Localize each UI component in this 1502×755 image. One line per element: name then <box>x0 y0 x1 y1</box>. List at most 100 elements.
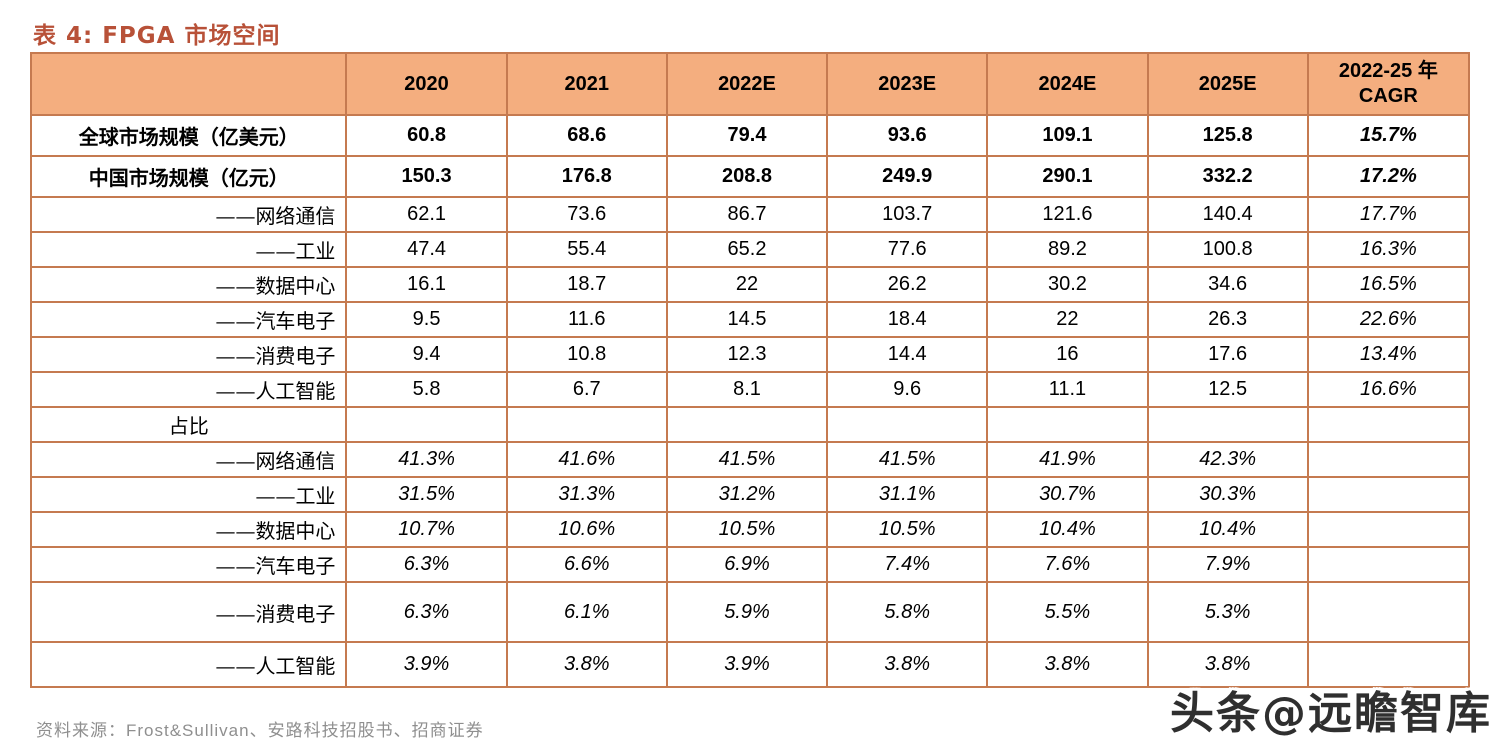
value-cell: 7.4% <box>826 546 989 583</box>
value-cell: 121.6 <box>986 196 1149 233</box>
value-cell: 30.2 <box>986 266 1149 303</box>
table-row: ——网络通信 62.1 73.6 86.7 103.7 121.6 140.4 17.7% <box>29 196 1471 233</box>
value-cell: 6.9% <box>665 546 829 583</box>
value-cell: 9.4 <box>345 336 508 373</box>
value-cell: 14.5 <box>665 301 829 338</box>
cagr-cell <box>1306 441 1471 478</box>
value-cell: 290.1 <box>986 155 1149 198</box>
value-cell: 41.5% <box>665 441 829 478</box>
table-row: ——汽车电子 9.5 11.6 14.5 18.4 22 26.3 22.6% <box>29 301 1471 338</box>
value-cell: 79.4 <box>665 114 829 157</box>
row-label: ——数据中心 <box>29 511 348 548</box>
cagr-cell <box>1306 641 1471 688</box>
value-cell: 26.2 <box>826 266 989 303</box>
cagr-cell <box>1306 546 1471 583</box>
value-cell: 14.4 <box>826 336 989 373</box>
value-cell: 3.8% <box>826 641 989 688</box>
cagr-cell: 17.7% <box>1306 196 1471 233</box>
value-cell: 10.4% <box>986 511 1149 548</box>
value-cell: 5.8 <box>345 371 508 408</box>
value-cell: 10.8 <box>505 336 668 373</box>
value-cell: 68.6 <box>505 114 668 157</box>
value-cell: 9.6 <box>826 371 989 408</box>
value-cell: 41.5% <box>826 441 989 478</box>
value-cell: 10.7% <box>345 511 508 548</box>
value-cell: 5.9% <box>665 581 829 643</box>
table-header: 2020 2021 2022E 2023E 2024E 2025E 2022-25 年 CA… <box>29 52 1471 116</box>
table-body: 全球市场规模（亿美元） 60.8 68.6 79.4 93.6 109.1 125.8 15.… <box>29 114 1471 688</box>
value-cell: 31.1% <box>826 476 989 513</box>
table-row: ——网络通信 41.3% 41.6% 41.5% 41.5% 41.9% 42.3% <box>29 441 1471 478</box>
table-row: 中国市场规模（亿元） 150.3 176.8 208.8 249.9 290.1 332.2… <box>29 155 1471 198</box>
value-cell: 125.8 <box>1146 114 1309 157</box>
value-cell: 30.3% <box>1146 476 1309 513</box>
value-cell: 140.4 <box>1146 196 1309 233</box>
row-label: ——人工智能 <box>29 641 348 688</box>
row-label: ——消费电子 <box>29 581 348 643</box>
header-cell: 2023E <box>826 52 989 116</box>
cagr-cell: 17.2% <box>1306 155 1471 198</box>
value-cell: 7.9% <box>1146 546 1309 583</box>
cagr-cell: 13.4% <box>1306 336 1471 373</box>
row-label: 全球市场规模（亿美元） <box>29 114 348 157</box>
header-cell: 2022-25 年 CAGR <box>1306 52 1471 116</box>
value-cell: 18.4 <box>826 301 989 338</box>
value-cell: 8.1 <box>665 371 829 408</box>
value-cell: 208.8 <box>665 155 829 198</box>
value-cell: 93.6 <box>826 114 989 157</box>
table-row: ——人工智能 3.9% 3.8% 3.9% 3.8% 3.8% 3.8% <box>29 641 1471 688</box>
table-row: ——工业 31.5% 31.3% 31.2% 31.1% 30.7% 30.3% <box>29 476 1471 513</box>
value-cell: 3.8% <box>986 641 1149 688</box>
value-cell: 150.3 <box>345 155 508 198</box>
value-cell: 5.3% <box>1146 581 1309 643</box>
table-row: ——汽车电子 6.3% 6.6% 6.9% 7.4% 7.6% 7.9% <box>29 546 1471 583</box>
value-cell <box>826 406 989 443</box>
value-cell: 6.6% <box>505 546 668 583</box>
cagr-cell: 16.3% <box>1306 231 1471 268</box>
value-cell: 31.5% <box>345 476 508 513</box>
cagr-cell <box>1306 406 1471 443</box>
header-cell-label <box>29 52 348 116</box>
value-cell <box>665 406 829 443</box>
value-cell: 10.4% <box>1146 511 1309 548</box>
cagr-cell <box>1306 476 1471 513</box>
value-cell: 41.6% <box>505 441 668 478</box>
value-cell: 47.4 <box>345 231 508 268</box>
row-label: ——汽车电子 <box>29 546 348 583</box>
value-cell: 3.8% <box>1146 641 1309 688</box>
row-label: 中国市场规模（亿元） <box>29 155 348 198</box>
cagr-cell: 16.5% <box>1306 266 1471 303</box>
value-cell: 41.9% <box>986 441 1149 478</box>
value-cell: 10.5% <box>826 511 989 548</box>
value-cell: 176.8 <box>505 155 668 198</box>
value-cell: 16 <box>986 336 1149 373</box>
value-cell: 6.3% <box>345 581 508 643</box>
table-row: ——人工智能 5.8 6.7 8.1 9.6 11.1 12.5 16.6% <box>29 371 1471 408</box>
value-cell: 11.1 <box>986 371 1149 408</box>
value-cell: 7.6% <box>986 546 1149 583</box>
table-row: 占比 <box>29 406 1471 443</box>
cagr-cell <box>1306 581 1471 643</box>
value-cell: 41.3% <box>345 441 508 478</box>
value-cell: 6.7 <box>505 371 668 408</box>
value-cell: 34.6 <box>1146 266 1309 303</box>
value-cell: 42.3% <box>1146 441 1309 478</box>
header-cell: 2021 <box>505 52 668 116</box>
source-note: 资料来源：Frost&Sullivan、安路科技招股书、招商证券 <box>36 721 484 740</box>
value-cell: 65.2 <box>665 231 829 268</box>
table-row: ——数据中心 10.7% 10.6% 10.5% 10.5% 10.4% 10.4% <box>29 511 1471 548</box>
table-row: ——消费电子 6.3% 6.1% 5.9% 5.8% 5.5% 5.3% <box>29 581 1471 643</box>
value-cell: 60.8 <box>345 114 508 157</box>
header-cell: 2022E <box>665 52 829 116</box>
value-cell: 26.3 <box>1146 301 1309 338</box>
cagr-cell <box>1306 511 1471 548</box>
row-label: ——网络通信 <box>29 196 348 233</box>
cagr-cell: 16.6% <box>1306 371 1471 408</box>
value-cell: 249.9 <box>826 155 989 198</box>
cagr-cell: 15.7% <box>1306 114 1471 157</box>
value-cell: 10.5% <box>665 511 829 548</box>
value-cell: 3.9% <box>345 641 508 688</box>
table-title: 表 4: FPGA 市场空间 <box>33 23 281 49</box>
value-cell: 73.6 <box>505 196 668 233</box>
